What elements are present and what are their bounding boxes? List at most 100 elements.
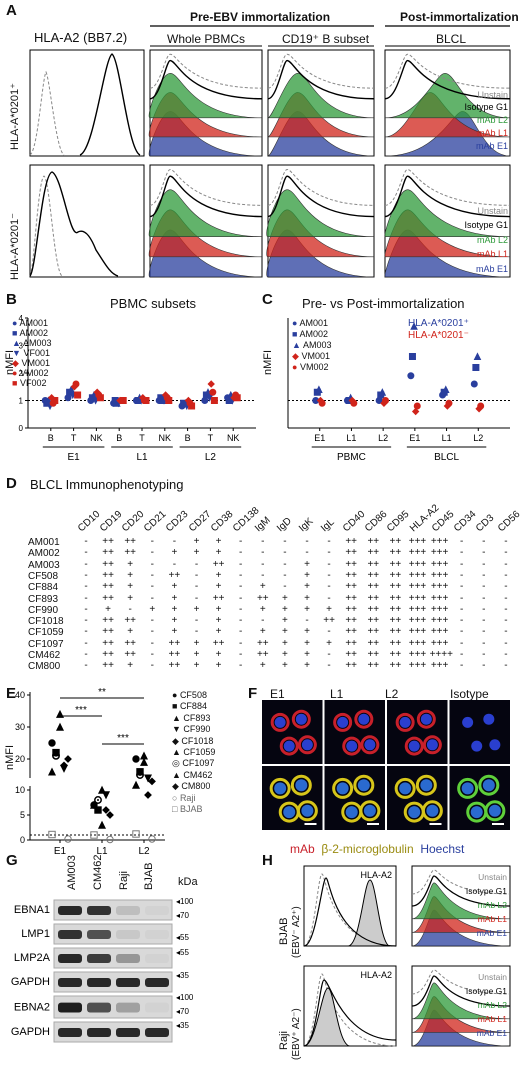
d-cell: + (127, 592, 134, 604)
e-leg-cf1018: ◆ CF1018 (172, 735, 214, 746)
h-leg-bjab-3: mAb L1 (478, 914, 508, 924)
d-cell: - (504, 626, 508, 638)
c-leg-pos: HLA-A*0201⁺ (408, 318, 469, 329)
e-point-cf1018-2 (148, 777, 156, 786)
h-leg-raji-0: Unstain (478, 972, 507, 982)
d-cell: - (460, 547, 464, 559)
svgB-point-vf002-3 (119, 397, 127, 404)
e-point-bjab-0 (48, 830, 56, 839)
b-leg-vf002: ■ VF002 (12, 378, 47, 388)
d-cell: - (84, 558, 88, 570)
d-cell: ++ (124, 615, 137, 627)
d-cell: - (327, 558, 331, 570)
f-cell-ring-1-0-1 (290, 774, 312, 796)
d-cell: + (304, 660, 310, 672)
a-leg-e1-2: mAb E1 (476, 264, 508, 274)
f-nucleus-0-0-0 (274, 716, 286, 728)
g-band-label-5: GAPDH (11, 1026, 50, 1038)
d-cell: ++ (102, 536, 114, 547)
d-cell: - (283, 569, 287, 581)
d-cell: ++ (124, 637, 137, 649)
e-leg-cm462: ▲ CM462 (172, 769, 213, 780)
e-point-cf1097-0 (52, 751, 60, 760)
g-band-2-0 (58, 954, 82, 963)
c-leg-vm001: ◆ VM001 (292, 351, 330, 361)
d-cell: - (482, 637, 486, 649)
d-cell: - (283, 536, 287, 547)
d-cell: ++ (124, 536, 137, 547)
d-cell: ++ (345, 547, 358, 559)
d-cell: ++ (168, 637, 181, 649)
f-nucleus-1-1-0 (336, 782, 349, 795)
d-row-am001: AM001 (28, 537, 60, 548)
d-cell: + (304, 581, 310, 593)
a-curve-cd19-bot-unstain (267, 168, 375, 206)
e-ytick-high-label-1: 30 (15, 722, 25, 732)
f-nucleus-0-0-3 (301, 739, 313, 751)
d-cell: ++ (389, 603, 402, 615)
h-ov-iso-bjab (411, 875, 511, 907)
panel-label-d: D (6, 475, 17, 492)
a-group-post: Post-immortalization (400, 10, 519, 24)
h-leg-raji-2: mAb L2 (478, 1000, 508, 1010)
e-sig-2: *** (117, 733, 129, 744)
d-cell: ++ (256, 637, 269, 649)
e-point-cm800-0 (60, 761, 68, 770)
d-cell: ++ (389, 569, 402, 581)
e-leg-cf893: ▲ CF893 (172, 712, 211, 723)
d-cell: + (215, 626, 222, 638)
e-ytick-high-label-0: 20 (15, 754, 25, 764)
d-cell: - (504, 536, 508, 547)
d-cell: + (215, 581, 222, 593)
g-mw-0: ◂100 (176, 897, 194, 906)
h-hla-unstain-bjab (303, 873, 397, 947)
f-cell-ring-1-2-3 (421, 800, 443, 822)
c-leg-vm002: ● VM002 (292, 362, 329, 372)
e-xtick-label-1: L1 (96, 846, 108, 857)
g-band-label-0: EBNA1 (14, 904, 50, 916)
e-point-cf1059-1 (89, 800, 99, 809)
svgC-point-am003-5 (473, 352, 482, 360)
d-cell: - (84, 637, 88, 649)
svgC-point-am003-0 (315, 385, 323, 393)
d-cell: ++ (389, 649, 402, 660)
e-point-cf508-0 (48, 739, 56, 747)
d-title: BLCL Immunophenotyping (30, 477, 184, 492)
e-point-cm800-2 (144, 791, 152, 799)
svgC-point-am001-5 (470, 380, 478, 388)
svgB-point-vf002-2 (96, 394, 104, 402)
d-cell: ++ (102, 581, 114, 593)
d-cell: ++ (389, 581, 402, 593)
d-cell: - (327, 592, 331, 604)
svgC-point-vm002-1 (350, 399, 358, 407)
g-band-2-1 (87, 954, 111, 963)
e-point-cf893-2 (139, 757, 149, 766)
d-cell: - (84, 603, 88, 615)
g-band-2-3 (145, 954, 169, 963)
h-ov-curve-bjab-l2 (411, 882, 511, 920)
f-nucleus-0-2-2 (408, 740, 420, 752)
d-cell: - (504, 660, 508, 672)
d-cell: - (84, 536, 88, 547)
svgC-point-vm002-0 (318, 399, 326, 407)
d-cell: - (305, 536, 309, 547)
b-leg-am002: ■ AM002 (12, 328, 48, 338)
g-mw-1: ◂70 (176, 911, 189, 920)
svgC-point-am002-3 (408, 353, 416, 360)
d-cell: - (239, 547, 243, 559)
f-nucleus-0-1-3 (364, 739, 376, 751)
f-nucleus-1-0-0 (274, 782, 287, 795)
f-cell-ring-1-3-1 (478, 774, 500, 796)
d-cell: - (327, 569, 331, 581)
f-nucleus-1-2-0 (399, 782, 412, 795)
d-cell: - (460, 581, 464, 593)
b-leg-am001: ● AM001 (12, 318, 48, 328)
f-legend: mAb β-2-microglobulin Hoechst (290, 842, 464, 856)
e-xtick-label-0: E1 (54, 846, 67, 857)
d-cell: + (193, 547, 200, 559)
d-cell: + (281, 592, 288, 604)
d-cell: - (84, 592, 88, 604)
d-cell: ++ (389, 558, 402, 570)
